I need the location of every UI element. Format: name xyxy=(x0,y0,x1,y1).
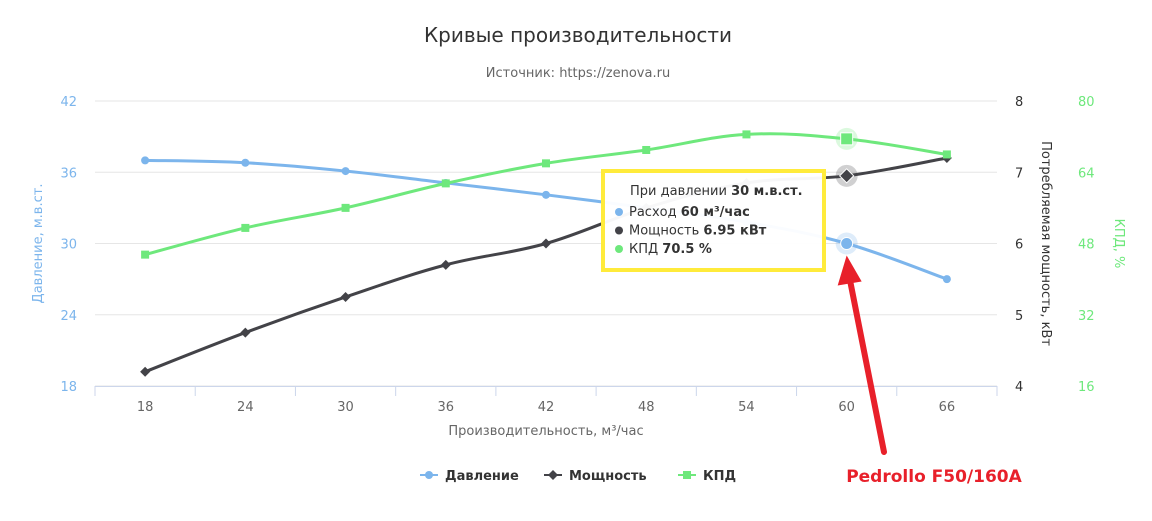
tooltip: При давлении 30 м.в.ст. Расход 60 м³/час М… xyxy=(601,169,826,272)
y-axis-title-efficiency: КПД, % xyxy=(1111,219,1126,269)
chart-subtitle: Источник: https://zenova.ru xyxy=(486,66,670,81)
data-point-efficiency xyxy=(742,130,751,139)
tooltip-row: Мощность 6.95 кВт xyxy=(629,224,767,239)
data-point-efficiency xyxy=(141,250,150,259)
y-tick-label-efficiency: 16 xyxy=(1078,380,1095,395)
y-tick-label-efficiency: 64 xyxy=(1078,166,1095,181)
tooltip-row-label: Расход xyxy=(629,205,681,220)
y-tick-label-efficiency: 32 xyxy=(1078,309,1095,324)
data-point-pressure xyxy=(942,275,951,284)
y-tick-label-pressure: 42 xyxy=(60,95,77,110)
hover-point-pressure xyxy=(840,237,854,250)
data-point-power xyxy=(240,327,251,338)
y-tick-label-power: 6 xyxy=(1015,238,1023,253)
data-point-efficiency xyxy=(942,150,951,159)
x-axis-title: Производительность, м³/час xyxy=(448,424,643,439)
legend-label-pressure: Давление xyxy=(445,469,519,484)
data-point-efficiency xyxy=(542,159,550,168)
y-tick-label-pressure: 30 xyxy=(60,238,77,253)
series-line-power xyxy=(144,156,948,374)
hover-point-power xyxy=(838,168,855,184)
legend-label-efficiency: КПД xyxy=(703,469,736,484)
tooltip-row-dot xyxy=(615,208,623,216)
tooltip-row-dot xyxy=(615,245,623,253)
tooltip-box xyxy=(601,169,826,272)
y-tick-label-power: 7 xyxy=(1015,166,1023,181)
data-point-power xyxy=(340,291,351,302)
data-point-power xyxy=(140,366,151,377)
y-tick-label-power: 8 xyxy=(1015,95,1023,110)
x-tick-label: 66 xyxy=(939,400,956,415)
y-axis-title-pressure: Давление, м.в.ст. xyxy=(31,184,46,304)
x-tick-label: 48 xyxy=(638,400,655,415)
data-point-efficiency xyxy=(642,145,651,154)
y-tick-label-pressure: 24 xyxy=(60,309,77,324)
y-tick-label-efficiency: 80 xyxy=(1078,95,1095,110)
x-tick-label: 18 xyxy=(137,400,154,415)
x-tick-label: 30 xyxy=(337,400,354,415)
tooltip-row-label: КПД xyxy=(629,242,662,257)
legend: Давление Мощность КПД xyxy=(420,469,736,484)
tooltip-row: КПД 70.5 % xyxy=(629,242,712,257)
annotation-arrow-shaft xyxy=(845,270,887,455)
tooltip-header-value: 30 м.в.ст. xyxy=(731,184,803,199)
y-tick-label-power: 5 xyxy=(1015,309,1023,324)
annotation-arrow-head xyxy=(837,255,862,286)
data-point-pressure xyxy=(542,190,550,199)
tooltip-row-value: 60 м³/час xyxy=(681,205,750,220)
tooltip-row: Расход 60 м³/час xyxy=(629,205,750,220)
legend-marker-power xyxy=(548,470,558,480)
y-tick-label-pressure: 36 xyxy=(60,166,77,181)
tooltip-row-value: 6.95 кВт xyxy=(703,224,766,239)
series-layer xyxy=(140,127,952,377)
x-tick-label: 54 xyxy=(738,400,755,415)
data-point-pressure xyxy=(341,167,350,176)
y-tick-label-pressure: 18 xyxy=(60,380,77,395)
tooltip-header: При давлении 30 м.в.ст. xyxy=(630,184,803,199)
tooltip-header-label: При давлении xyxy=(630,184,731,199)
data-point-pressure xyxy=(141,156,150,165)
y-tick-label-power: 4 xyxy=(1015,380,1023,395)
annotation: Pedrollo F50/160A xyxy=(837,255,1023,487)
x-tick-label: 60 xyxy=(838,400,855,415)
y-axis-title-power: Потребляемая мощность, кВт xyxy=(1038,141,1053,346)
legend-label-power: Мощность xyxy=(569,469,647,484)
x-tick-label: 36 xyxy=(438,400,455,415)
legend-marker-efficiency xyxy=(683,471,691,479)
data-point-efficiency xyxy=(341,203,350,212)
hover-point-efficiency xyxy=(840,132,854,146)
chart-title: Кривые производительности xyxy=(424,23,732,47)
tooltip-row-value: 70.5 % xyxy=(662,242,712,257)
data-point-pressure xyxy=(241,158,250,167)
data-point-power xyxy=(541,238,551,249)
annotation-label: Pedrollo F50/160A xyxy=(846,467,1022,487)
y-tick-label-efficiency: 48 xyxy=(1078,238,1095,253)
data-point-efficiency xyxy=(241,223,250,232)
x-tick-label: 24 xyxy=(237,400,254,415)
legend-marker-pressure xyxy=(425,471,433,479)
data-point-efficiency xyxy=(441,179,450,188)
x-tick-label: 42 xyxy=(538,400,555,415)
tooltip-row-dot xyxy=(615,226,623,235)
data-point-power xyxy=(440,259,451,270)
tooltip-row-label: Мощность xyxy=(629,224,703,239)
